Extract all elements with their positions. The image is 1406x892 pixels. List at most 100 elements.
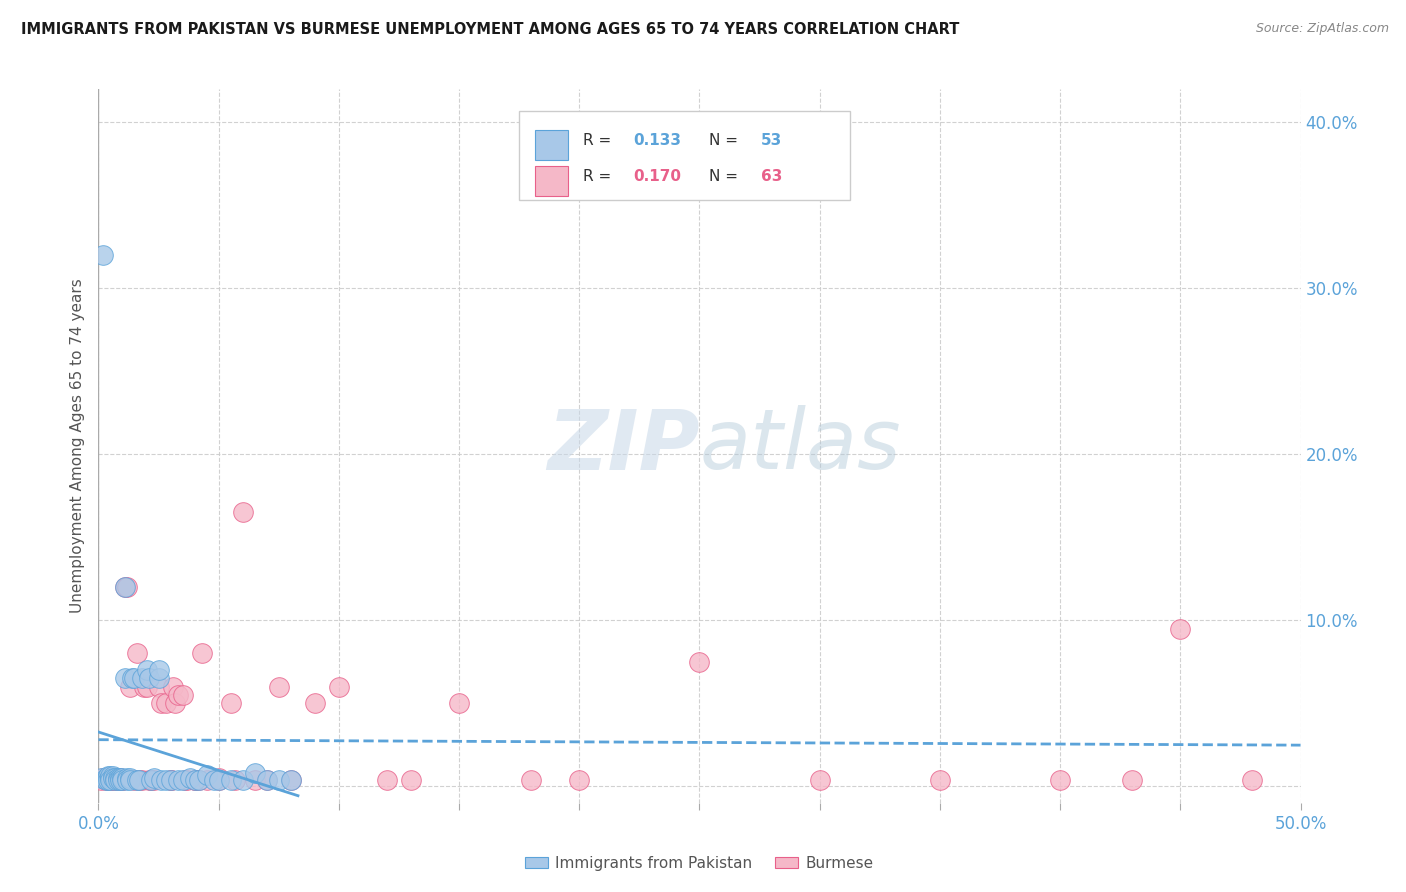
- Point: [148, 663, 170, 677]
- Point: [100, 769, 122, 783]
- Point: [148, 680, 170, 694]
- Point: [568, 772, 591, 787]
- Point: [121, 671, 143, 685]
- Point: [91, 771, 114, 785]
- Point: [128, 772, 150, 787]
- Text: 0.133: 0.133: [633, 134, 682, 148]
- Point: [375, 772, 398, 787]
- Point: [1049, 772, 1071, 787]
- Point: [183, 772, 205, 787]
- Point: [107, 772, 129, 787]
- Point: [142, 771, 165, 785]
- Text: 53: 53: [761, 134, 782, 148]
- Point: [111, 772, 134, 787]
- Point: [183, 772, 205, 787]
- Point: [162, 680, 184, 694]
- Point: [159, 772, 181, 787]
- Point: [165, 696, 187, 710]
- Text: N =: N =: [709, 169, 742, 184]
- Point: [520, 772, 543, 787]
- Point: [159, 772, 181, 787]
- Point: [131, 671, 153, 685]
- Point: [100, 771, 122, 785]
- Text: 0.170: 0.170: [633, 169, 682, 184]
- Point: [179, 771, 201, 785]
- Point: [399, 772, 422, 787]
- Point: [117, 772, 139, 787]
- Point: [100, 771, 122, 785]
- Y-axis label: Unemployment Among Ages 65 to 74 years: Unemployment Among Ages 65 to 74 years: [70, 278, 86, 614]
- Point: [232, 772, 254, 787]
- Text: ZIP: ZIP: [547, 406, 700, 486]
- Point: [155, 696, 177, 710]
- Text: IMMIGRANTS FROM PAKISTAN VS BURMESE UNEMPLOYMENT AMONG AGES 65 TO 74 YEARS CORRE: IMMIGRANTS FROM PAKISTAN VS BURMESE UNEM…: [21, 22, 959, 37]
- Point: [104, 771, 127, 785]
- Point: [219, 772, 242, 787]
- Point: [104, 772, 127, 787]
- Point: [195, 767, 218, 781]
- Point: [100, 772, 122, 787]
- Point: [232, 505, 254, 519]
- Point: [108, 772, 131, 787]
- Point: [94, 772, 117, 787]
- Point: [202, 772, 225, 787]
- Point: [1241, 772, 1264, 787]
- Point: [138, 772, 160, 787]
- Point: [256, 772, 278, 787]
- Point: [188, 772, 211, 787]
- Point: [304, 696, 326, 710]
- Point: [90, 772, 112, 787]
- Point: [148, 671, 170, 685]
- Text: Source: ZipAtlas.com: Source: ZipAtlas.com: [1256, 22, 1389, 36]
- Point: [149, 696, 172, 710]
- Point: [108, 771, 131, 785]
- Point: [125, 772, 148, 787]
- Point: [149, 772, 172, 787]
- Point: [172, 688, 194, 702]
- Point: [100, 772, 122, 787]
- Point: [689, 655, 711, 669]
- FancyBboxPatch shape: [519, 111, 849, 200]
- FancyBboxPatch shape: [534, 130, 568, 160]
- Point: [447, 696, 470, 710]
- Point: [97, 772, 120, 787]
- Point: [208, 771, 231, 785]
- Legend: Immigrants from Pakistan, Burmese: Immigrants from Pakistan, Burmese: [519, 850, 880, 877]
- Point: [135, 663, 157, 677]
- Text: R =: R =: [583, 134, 616, 148]
- Text: 63: 63: [761, 169, 782, 184]
- Point: [124, 671, 146, 685]
- Point: [267, 680, 290, 694]
- Point: [176, 772, 198, 787]
- Point: [94, 771, 117, 785]
- Point: [159, 772, 181, 787]
- Point: [107, 771, 129, 785]
- Point: [104, 772, 127, 787]
- Point: [280, 772, 302, 787]
- Point: [118, 771, 141, 785]
- Point: [132, 680, 155, 694]
- Point: [91, 248, 114, 262]
- Point: [114, 671, 136, 685]
- Point: [135, 680, 157, 694]
- Point: [208, 772, 231, 787]
- Point: [219, 696, 242, 710]
- Point: [114, 580, 136, 594]
- Point: [90, 771, 112, 785]
- Point: [108, 771, 131, 785]
- Point: [111, 771, 134, 785]
- Point: [117, 771, 139, 785]
- Point: [128, 772, 150, 787]
- Text: R =: R =: [583, 169, 616, 184]
- Point: [124, 772, 146, 787]
- Point: [267, 772, 290, 787]
- Point: [1170, 622, 1192, 636]
- Point: [111, 772, 134, 787]
- Point: [166, 688, 188, 702]
- Point: [101, 772, 124, 787]
- Point: [117, 580, 139, 594]
- Point: [118, 680, 141, 694]
- Point: [174, 772, 197, 787]
- Point: [101, 771, 124, 785]
- Point: [141, 772, 163, 787]
